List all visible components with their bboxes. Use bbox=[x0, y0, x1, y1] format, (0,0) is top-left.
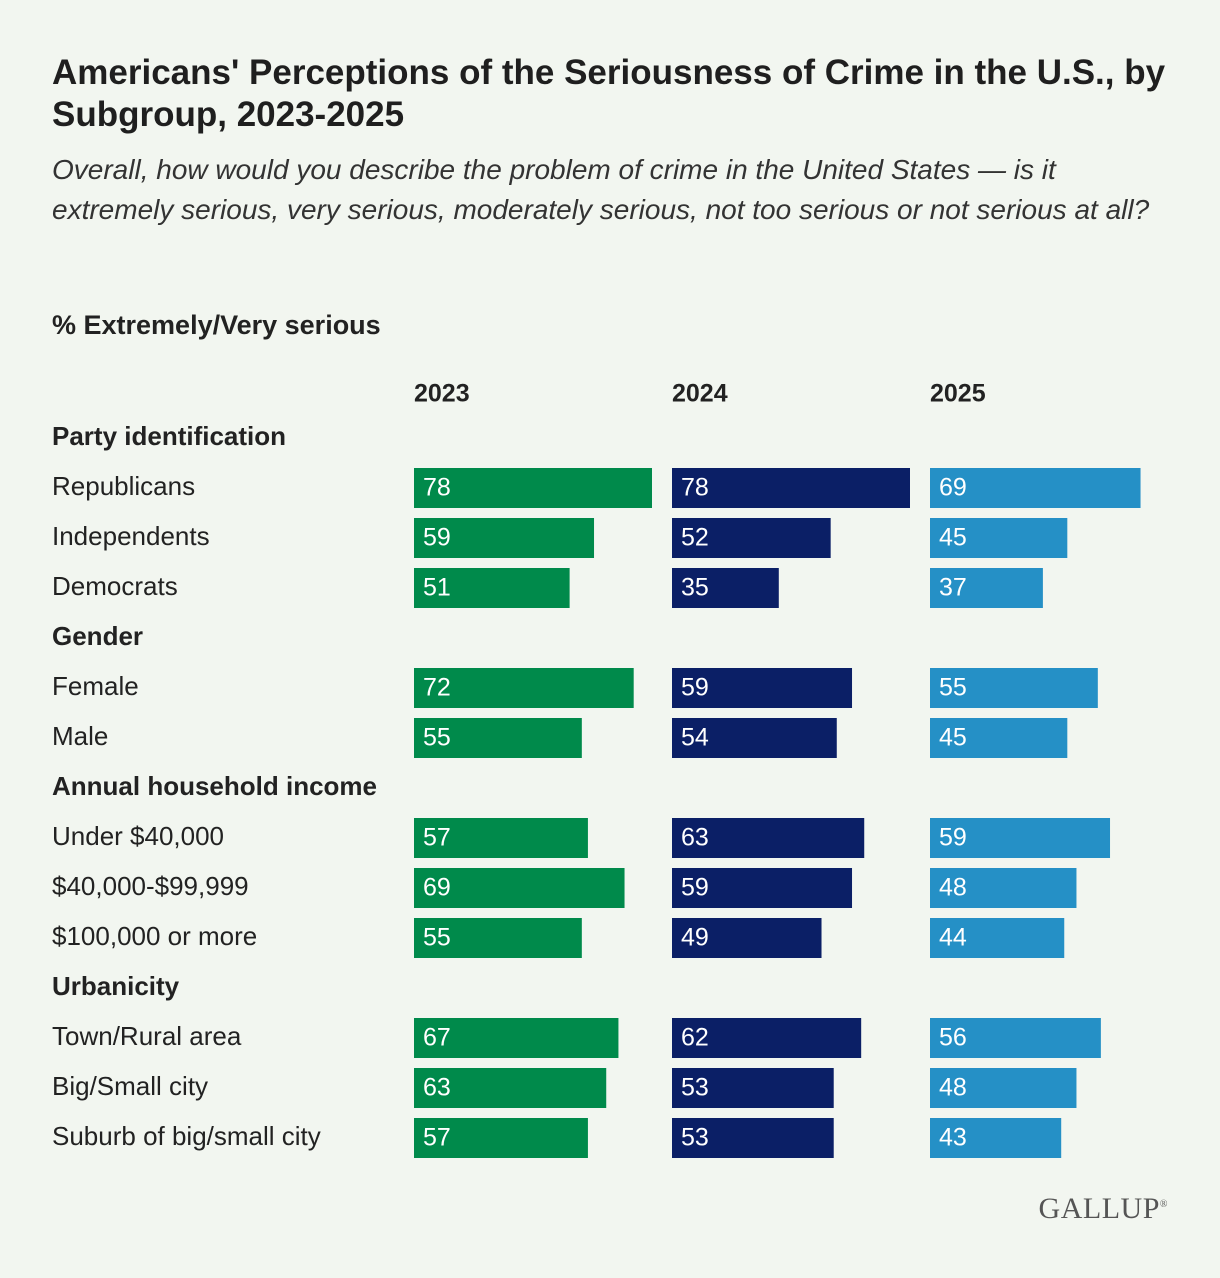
category-label: Suburb of big/small city bbox=[52, 1121, 321, 1151]
bar-2023 bbox=[414, 668, 634, 708]
category-label: Democrats bbox=[52, 571, 178, 601]
bar-2024 bbox=[672, 1118, 834, 1158]
bar-2023 bbox=[414, 818, 588, 858]
data-label-2024: 63 bbox=[681, 824, 709, 852]
bar-2025 bbox=[930, 568, 1043, 608]
data-label-2025: 59 bbox=[939, 824, 967, 852]
bar-2023 bbox=[414, 1068, 607, 1108]
data-label-2024: 53 bbox=[681, 1074, 709, 1102]
bar-2025 bbox=[930, 818, 1111, 858]
bar-2025 bbox=[930, 1068, 1077, 1108]
year-header-2023: 2023 bbox=[414, 380, 470, 408]
category-label: Republicans bbox=[52, 471, 195, 501]
data-label-2024: 54 bbox=[681, 724, 709, 752]
data-label-2023: 55 bbox=[423, 924, 451, 952]
data-label-2025: 55 bbox=[939, 674, 967, 702]
data-label-2024: 53 bbox=[681, 1124, 709, 1152]
data-label-2023: 57 bbox=[423, 1124, 451, 1152]
group-header: Party identification bbox=[52, 421, 286, 451]
category-label: Under $40,000 bbox=[52, 821, 224, 851]
group-header: Annual household income bbox=[52, 771, 377, 801]
data-label-2024: 35 bbox=[681, 574, 709, 602]
data-label-2025: 43 bbox=[939, 1124, 967, 1152]
data-label-2025: 48 bbox=[939, 874, 967, 902]
data-label-2025: 45 bbox=[939, 524, 967, 552]
bar-2024 bbox=[672, 1068, 834, 1108]
data-label-2025: 37 bbox=[939, 574, 967, 602]
data-label-2025: 45 bbox=[939, 724, 967, 752]
bar-2023 bbox=[414, 468, 652, 508]
bar-2024 bbox=[672, 468, 910, 508]
data-label-2025: 56 bbox=[939, 1024, 967, 1052]
data-label-2025: 69 bbox=[939, 474, 967, 502]
category-label: Town/Rural area bbox=[52, 1021, 242, 1051]
data-label-2023: 72 bbox=[423, 674, 451, 702]
data-label-2024: 49 bbox=[681, 924, 709, 952]
year-header-2024: 2024 bbox=[672, 380, 728, 408]
data-label-2023: 67 bbox=[423, 1024, 451, 1052]
data-label-2024: 62 bbox=[681, 1024, 709, 1052]
bar-2024 bbox=[672, 1018, 862, 1058]
year-header-2025: 2025 bbox=[930, 380, 986, 408]
data-label-2024: 52 bbox=[681, 524, 709, 552]
bar-2025 bbox=[930, 668, 1098, 708]
data-label-2023: 78 bbox=[423, 474, 451, 502]
group-header: Urbanicity bbox=[52, 971, 180, 1001]
category-label: Independents bbox=[52, 521, 210, 551]
bar-2024 bbox=[672, 868, 853, 908]
bar-2024 bbox=[672, 518, 831, 558]
bar-2024 bbox=[672, 918, 822, 958]
category-label: $40,000-$99,999 bbox=[52, 871, 249, 901]
measure-label: % Extremely/Very serious bbox=[52, 310, 381, 340]
data-label-2023: 59 bbox=[423, 524, 451, 552]
bar-2025 bbox=[930, 868, 1077, 908]
bar-2025 bbox=[930, 1118, 1062, 1158]
category-label: Big/Small city bbox=[52, 1071, 208, 1101]
bar-2024 bbox=[672, 568, 779, 608]
bar-2023 bbox=[414, 868, 625, 908]
bar-2025 bbox=[930, 1018, 1101, 1058]
chart-title: Americans' Perceptions of the Seriousnes… bbox=[52, 53, 1166, 134]
bar-2025 bbox=[930, 718, 1068, 758]
bar-2023 bbox=[414, 518, 595, 558]
bar-2023 bbox=[414, 1018, 619, 1058]
data-label-2025: 48 bbox=[939, 1074, 967, 1102]
data-label-2024: 59 bbox=[681, 874, 709, 902]
bar-2024 bbox=[672, 668, 853, 708]
bar-2024 bbox=[672, 818, 865, 858]
data-label-2025: 44 bbox=[939, 924, 967, 952]
gallup-logo: GALLUP® bbox=[1038, 1192, 1168, 1225]
category-label: Male bbox=[52, 721, 108, 751]
bar-2025 bbox=[930, 918, 1065, 958]
category-label: $100,000 or more bbox=[52, 921, 257, 951]
bar-2025 bbox=[930, 518, 1068, 558]
data-label-2023: 51 bbox=[423, 574, 451, 602]
data-label-2023: 55 bbox=[423, 724, 451, 752]
bar-2024 bbox=[672, 718, 837, 758]
data-label-2023: 63 bbox=[423, 1074, 451, 1102]
data-label-2024: 78 bbox=[681, 474, 709, 502]
chart-subtitle: Overall, how would you describe the prob… bbox=[52, 154, 1150, 225]
bar-2023 bbox=[414, 568, 570, 608]
bar-2025 bbox=[930, 468, 1141, 508]
category-label: Female bbox=[52, 671, 139, 701]
data-label-2023: 69 bbox=[423, 874, 451, 902]
bar-2023 bbox=[414, 718, 582, 758]
data-label-2023: 57 bbox=[423, 824, 451, 852]
group-header: Gender bbox=[52, 621, 143, 651]
bar-2023 bbox=[414, 1118, 588, 1158]
data-label-2024: 59 bbox=[681, 674, 709, 702]
bar-2023 bbox=[414, 918, 582, 958]
